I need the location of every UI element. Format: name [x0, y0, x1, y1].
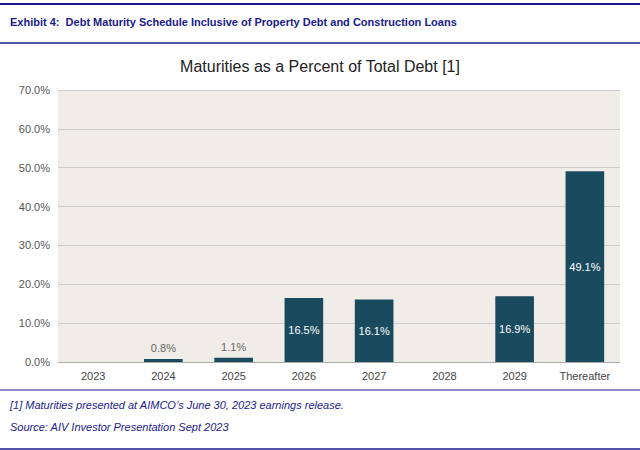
svg-text:20.0%: 20.0% — [19, 278, 50, 290]
svg-text:2028: 2028 — [432, 370, 456, 382]
svg-text:40.0%: 40.0% — [19, 201, 50, 213]
svg-text:1.1%: 1.1% — [221, 341, 246, 353]
svg-text:2026: 2026 — [292, 370, 316, 382]
svg-text:Thereafter: Thereafter — [560, 370, 611, 382]
svg-text:49.1%: 49.1% — [569, 261, 600, 273]
svg-text:Maturities as a Percent of Tot: Maturities as a Percent of Total Debt [1… — [180, 58, 460, 75]
svg-text:2025: 2025 — [221, 370, 245, 382]
svg-text:2027: 2027 — [362, 370, 386, 382]
svg-text:16.1%: 16.1% — [359, 325, 390, 337]
svg-text:2029: 2029 — [502, 370, 526, 382]
svg-text:30.0%: 30.0% — [19, 239, 50, 251]
svg-text:50.0%: 50.0% — [19, 162, 50, 174]
svg-text:16.5%: 16.5% — [288, 324, 319, 336]
svg-text:0.0%: 0.0% — [25, 356, 50, 368]
svg-text:2023: 2023 — [81, 370, 105, 382]
svg-text:Exhibit 4: Debt Maturity Sche: Exhibit 4: Debt Maturity Schedule Inclus… — [10, 16, 457, 28]
svg-text:10.0%: 10.0% — [19, 317, 50, 329]
svg-text:16.9%: 16.9% — [499, 323, 530, 335]
svg-text:[1] Maturities presented at AI: [1] Maturities presented at AIMCO’s June… — [9, 399, 344, 411]
svg-text:70.0%: 70.0% — [19, 84, 50, 96]
svg-text:60.0%: 60.0% — [19, 123, 50, 135]
svg-text:Source: AIV Investor Presentat: Source: AIV Investor Presentation Sept 2… — [10, 421, 229, 433]
svg-text:2024: 2024 — [151, 370, 175, 382]
svg-text:0.8%: 0.8% — [151, 342, 176, 354]
